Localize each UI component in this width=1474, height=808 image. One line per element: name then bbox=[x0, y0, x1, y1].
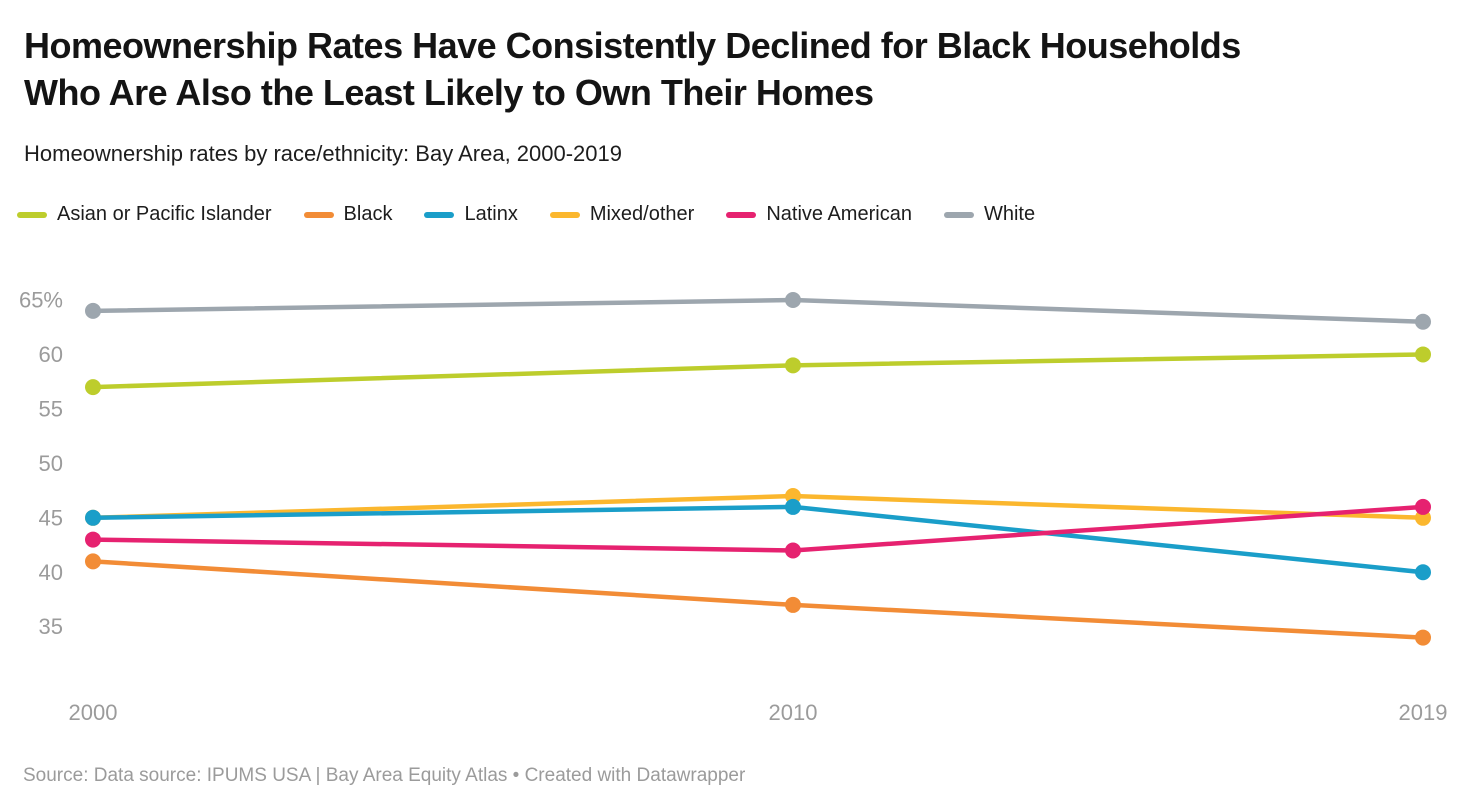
legend-swatch-icon bbox=[303, 211, 334, 218]
chart-subtitle: Homeownership rates by race/ethnicity: B… bbox=[24, 141, 622, 166]
data-point bbox=[85, 531, 101, 548]
legend-swatch-icon bbox=[943, 211, 974, 218]
y-axis-tick-label: 60 bbox=[39, 342, 63, 367]
chart-title-line2: Who Are Also the Least Likely to Own The… bbox=[24, 72, 874, 113]
legend-label: Latinx bbox=[464, 203, 518, 225]
data-point bbox=[85, 302, 101, 319]
legend-label: Mixed/other bbox=[589, 203, 695, 225]
legend-label: Native American bbox=[766, 203, 912, 225]
data-point bbox=[1415, 498, 1431, 515]
y-axis-tick-label: 55 bbox=[39, 396, 63, 421]
legend-swatch-icon bbox=[17, 211, 47, 218]
x-axis-tick-label: 2019 bbox=[1399, 700, 1448, 725]
data-point bbox=[785, 292, 801, 308]
series-asian-or-pacific-islander bbox=[85, 346, 1431, 396]
legend-swatch-icon bbox=[726, 211, 757, 218]
legend-item-mixed-other: Mixed/other bbox=[549, 203, 695, 226]
legend-label: Black bbox=[343, 203, 393, 225]
y-axis-tick-label: 50 bbox=[39, 451, 63, 476]
series-native-american bbox=[85, 498, 1431, 559]
data-point bbox=[85, 379, 101, 396]
source-attribution: Source: Data source: IPUMS USA | Bay Are… bbox=[23, 765, 746, 786]
legend-label: Asian or Pacific Islander bbox=[57, 203, 272, 225]
series-black bbox=[85, 553, 1431, 646]
data-point bbox=[1415, 629, 1431, 646]
series-line bbox=[90, 504, 1426, 575]
data-point bbox=[1415, 346, 1431, 363]
series-latinx bbox=[85, 498, 1431, 581]
series-line bbox=[90, 352, 1426, 390]
x-axis-tick-label: 2000 bbox=[69, 700, 118, 725]
data-point bbox=[785, 542, 801, 559]
data-point bbox=[785, 498, 801, 515]
data-point bbox=[1415, 313, 1431, 330]
data-point bbox=[85, 509, 101, 526]
series-line bbox=[90, 559, 1426, 640]
data-point bbox=[1415, 564, 1431, 581]
legend-item-native-american: Native American bbox=[726, 203, 912, 226]
data-point bbox=[85, 553, 101, 570]
legend-item-asian-or-pacific-islander: Asian or Pacific Islander bbox=[17, 203, 272, 226]
legend-item-latinx: Latinx bbox=[424, 203, 518, 226]
legend-item-black: Black bbox=[303, 203, 393, 226]
legend-swatch-icon bbox=[424, 211, 455, 218]
legend: Asian or Pacific Islander Black Latinx Mixe… bbox=[17, 203, 1035, 226]
y-axis-tick-label: 35 bbox=[39, 614, 63, 639]
series-white bbox=[85, 292, 1431, 330]
legend-swatch-icon bbox=[549, 211, 580, 218]
chart-title-line1: Homeownership Rates Have Consistently De… bbox=[24, 25, 1241, 66]
series-line bbox=[90, 297, 1426, 325]
data-point bbox=[785, 596, 801, 613]
legend-item-white: White bbox=[943, 203, 1036, 226]
x-axis-tick-label: 2010 bbox=[769, 700, 818, 725]
chart-title: Homeownership Rates Have Consistently De… bbox=[24, 22, 1454, 116]
y-axis-tick-label: 65% bbox=[19, 288, 63, 313]
y-axis-tick-label: 40 bbox=[39, 560, 63, 585]
y-axis-tick-label: 45 bbox=[39, 505, 63, 530]
legend-label: White bbox=[983, 203, 1036, 225]
data-point bbox=[785, 357, 801, 374]
